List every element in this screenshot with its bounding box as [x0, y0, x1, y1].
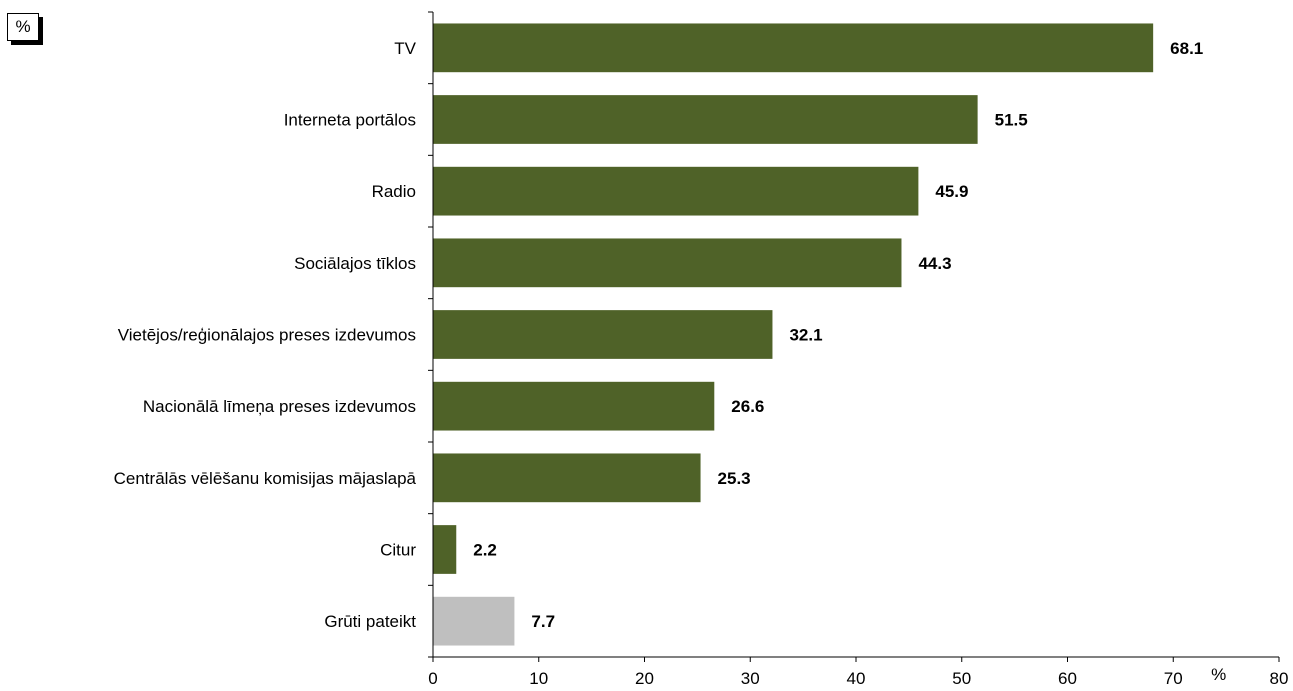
x-tick-label: 20	[635, 669, 654, 688]
axes: 0 10 20 30 40 50 60 70 80%	[428, 11, 1289, 688]
category-label: Sociālajos tīklos	[294, 254, 416, 273]
x-tick-label: 10	[529, 669, 548, 688]
category-label: Vietējos/reģionālajos preses izdevumos	[118, 326, 416, 345]
category-label: Interneta portālos	[284, 111, 416, 130]
percent-unit-box: %	[7, 13, 39, 41]
bar	[433, 381, 715, 431]
x-tick-label: 80	[1270, 669, 1289, 688]
value-labels: 68.1 51.5 45.9 44.3 32.1 26.6 25.3 2.2 7.7	[473, 39, 1203, 631]
bar	[433, 310, 773, 359]
category-label: Citur	[380, 541, 416, 560]
value-label: 7.7	[531, 612, 555, 631]
value-label: 32.1	[789, 326, 822, 345]
bars-layer	[433, 23, 1154, 646]
value-label: 51.5	[995, 111, 1028, 130]
value-label: 44.3	[918, 254, 951, 273]
x-tick-label: 30	[741, 669, 760, 688]
bar	[433, 453, 701, 503]
category-label: Radio	[372, 182, 416, 201]
bar	[433, 95, 978, 144]
bar	[433, 525, 457, 574]
x-tick-label: 70	[1164, 669, 1183, 688]
category-labels: TV Interneta portālos Radio Sociālajos tīkl…	[114, 39, 417, 631]
category-label: Centrālās vēlēšanu komisijas mājaslapā	[114, 469, 417, 488]
x-tick-label: 60	[1058, 669, 1077, 688]
x-axis-unit-label: %	[1211, 665, 1226, 684]
value-label: 45.9	[935, 182, 968, 201]
category-label: Nacionālā līmeņa preses izdevumos	[143, 397, 416, 416]
bar	[433, 596, 515, 646]
value-label: 2.2	[473, 541, 497, 560]
value-label: 26.6	[731, 397, 764, 416]
category-label: TV	[394, 39, 416, 58]
value-label: 25.3	[718, 469, 751, 488]
x-tick-label: 40	[847, 669, 866, 688]
value-label: 68.1	[1170, 39, 1203, 58]
x-tick-label: 50	[952, 669, 971, 688]
bar	[433, 166, 919, 216]
x-tick-label: 0	[428, 669, 437, 688]
bar	[433, 23, 1154, 73]
category-label: Grūti pateikt	[324, 612, 416, 631]
bar	[433, 238, 902, 288]
